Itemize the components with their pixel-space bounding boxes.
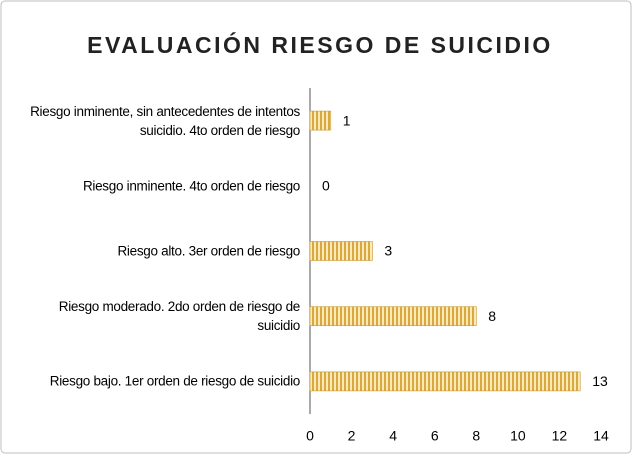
bar	[309, 110, 332, 131]
x-tick-label: 12	[552, 428, 568, 444]
bar	[309, 371, 581, 392]
y-tick-label: Riesgo inminente. 4to orden de riesgo	[82, 178, 300, 194]
x-tick-label: 6	[431, 428, 439, 444]
data-label: 3	[384, 243, 392, 259]
chart-title: EVALUACIÓN RIESGO DE SUICIDIO	[87, 31, 553, 58]
y-tick-label: Riesgo alto. 3er orden de riesgo	[117, 243, 300, 259]
bar	[309, 306, 477, 327]
data-label: 8	[488, 308, 496, 324]
x-tick-label: 8	[472, 428, 480, 444]
data-label: 13	[592, 373, 608, 389]
data-label: 1	[343, 112, 351, 128]
bar	[309, 241, 373, 261]
x-tick-label: 10	[510, 428, 526, 444]
data-label: 0	[322, 178, 330, 194]
y-tick-label: Riesgo moderado. 2do orden de riesgo de …	[58, 299, 301, 334]
y-tick-label: Riesgo inminente, sin antecedentes de in…	[30, 103, 300, 138]
x-tick-label: 0	[306, 428, 314, 444]
x-tick-label: 4	[389, 428, 397, 444]
x-tick-label: 14	[593, 428, 609, 444]
y-tick-label: Riesgo bajo. 1er orden de riesgo de suic…	[49, 373, 301, 389]
x-tick-label: 2	[348, 428, 356, 444]
